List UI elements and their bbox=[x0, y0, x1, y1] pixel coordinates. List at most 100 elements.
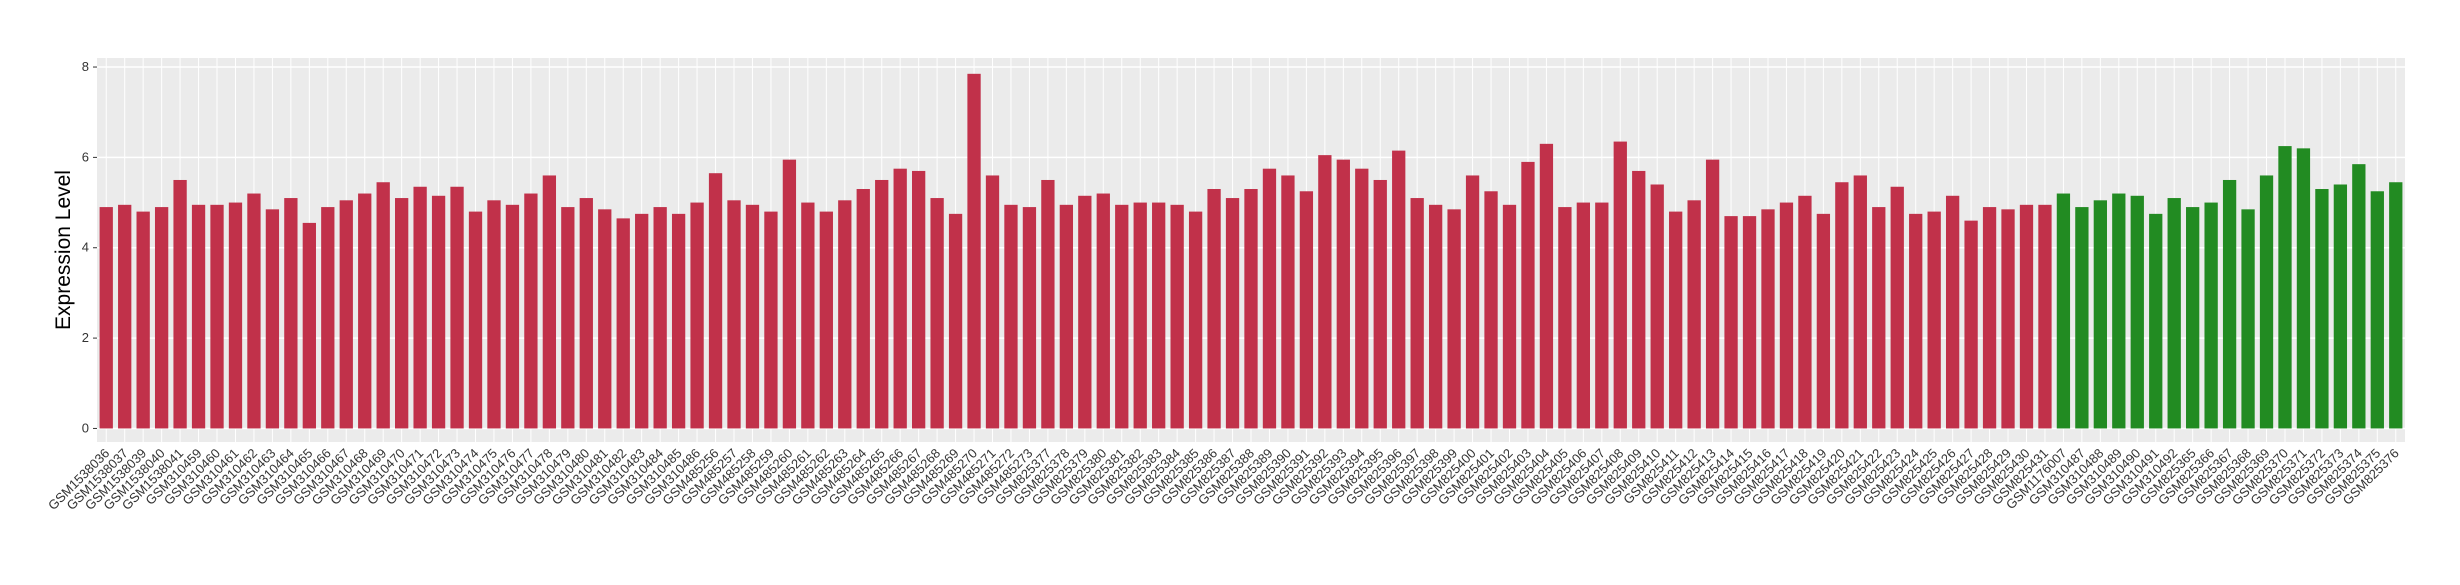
bar bbox=[1835, 182, 1849, 429]
bar bbox=[173, 179, 187, 429]
bar bbox=[579, 198, 593, 429]
bar bbox=[948, 213, 963, 429]
bar bbox=[1115, 204, 1129, 429]
bar bbox=[2259, 175, 2274, 429]
bar bbox=[782, 159, 797, 429]
bar bbox=[228, 202, 243, 429]
bar bbox=[875, 179, 889, 429]
bar bbox=[1687, 200, 1701, 429]
bar bbox=[1945, 195, 1960, 429]
bar bbox=[1872, 207, 1886, 429]
bar bbox=[2167, 198, 2181, 429]
bar bbox=[1779, 202, 1794, 429]
bar bbox=[265, 209, 280, 429]
bar bbox=[2352, 164, 2366, 429]
bar bbox=[1613, 141, 1627, 429]
bar bbox=[1244, 189, 1258, 429]
bar bbox=[653, 207, 667, 429]
bar bbox=[339, 200, 353, 429]
bar bbox=[2001, 209, 2015, 429]
bar bbox=[598, 209, 612, 429]
bar bbox=[2019, 204, 2034, 429]
bar bbox=[561, 207, 575, 429]
bar bbox=[1669, 211, 1683, 429]
bar bbox=[2241, 209, 2255, 429]
bar bbox=[801, 202, 815, 429]
bar bbox=[487, 200, 501, 429]
bar bbox=[2112, 193, 2126, 429]
bar bbox=[1798, 195, 1812, 429]
bar bbox=[967, 73, 981, 429]
bar bbox=[1964, 220, 1978, 429]
bar bbox=[690, 202, 704, 429]
bar bbox=[1410, 198, 1424, 429]
bar bbox=[450, 186, 464, 429]
bar bbox=[1539, 143, 1554, 429]
bar bbox=[1078, 195, 1092, 429]
bar bbox=[1392, 150, 1406, 429]
bar bbox=[2056, 193, 2071, 429]
bar bbox=[1502, 204, 1517, 429]
bar bbox=[1207, 189, 1221, 429]
bar bbox=[2093, 200, 2107, 429]
bar bbox=[1558, 207, 1572, 429]
bar bbox=[1133, 202, 1147, 429]
bar bbox=[1742, 216, 1757, 429]
bar bbox=[1022, 207, 1037, 429]
bar bbox=[136, 211, 150, 429]
bar bbox=[1299, 191, 1314, 429]
bar bbox=[2389, 182, 2403, 429]
bar bbox=[1927, 211, 1941, 429]
bar bbox=[1484, 191, 1498, 429]
bar bbox=[1318, 155, 1332, 429]
bar bbox=[1225, 198, 1240, 429]
bar bbox=[376, 182, 390, 429]
bar bbox=[1447, 209, 1461, 429]
bar bbox=[247, 193, 261, 429]
bar bbox=[616, 218, 630, 429]
bar bbox=[2222, 179, 2237, 429]
bar bbox=[524, 193, 538, 429]
bar bbox=[431, 195, 446, 429]
bar bbox=[1576, 202, 1590, 429]
bar bbox=[1096, 193, 1110, 429]
bar bbox=[764, 211, 778, 429]
bar bbox=[1336, 159, 1350, 429]
bar bbox=[99, 207, 113, 429]
bar bbox=[2278, 146, 2292, 429]
bar bbox=[912, 170, 926, 429]
bar bbox=[505, 204, 520, 429]
bar bbox=[321, 207, 335, 429]
bar bbox=[1724, 216, 1738, 429]
bar bbox=[2204, 202, 2218, 429]
bar bbox=[2370, 191, 2384, 429]
bar bbox=[1705, 159, 1720, 429]
bar bbox=[1188, 211, 1203, 429]
bar bbox=[893, 168, 907, 429]
bar bbox=[856, 189, 870, 429]
bar bbox=[468, 211, 483, 429]
y-tick-label: 8 bbox=[82, 59, 89, 74]
bar bbox=[2296, 148, 2311, 429]
bar bbox=[1465, 175, 1480, 429]
bar bbox=[1152, 202, 1166, 429]
bar bbox=[542, 175, 557, 429]
bar bbox=[154, 207, 169, 429]
bar bbox=[2315, 189, 2329, 429]
bar bbox=[284, 198, 298, 429]
bar bbox=[727, 200, 741, 429]
y-tick-label: 2 bbox=[82, 330, 89, 345]
bar bbox=[2186, 207, 2200, 429]
bar bbox=[838, 200, 852, 429]
bar bbox=[1262, 168, 1277, 429]
bar bbox=[635, 213, 649, 429]
bar bbox=[1281, 175, 1295, 429]
bar bbox=[1373, 179, 1387, 429]
bar bbox=[2130, 195, 2144, 429]
bar bbox=[1650, 184, 1664, 429]
bar bbox=[2333, 184, 2348, 429]
bar bbox=[985, 175, 1000, 429]
bar bbox=[708, 173, 723, 429]
bar bbox=[1595, 202, 1609, 429]
